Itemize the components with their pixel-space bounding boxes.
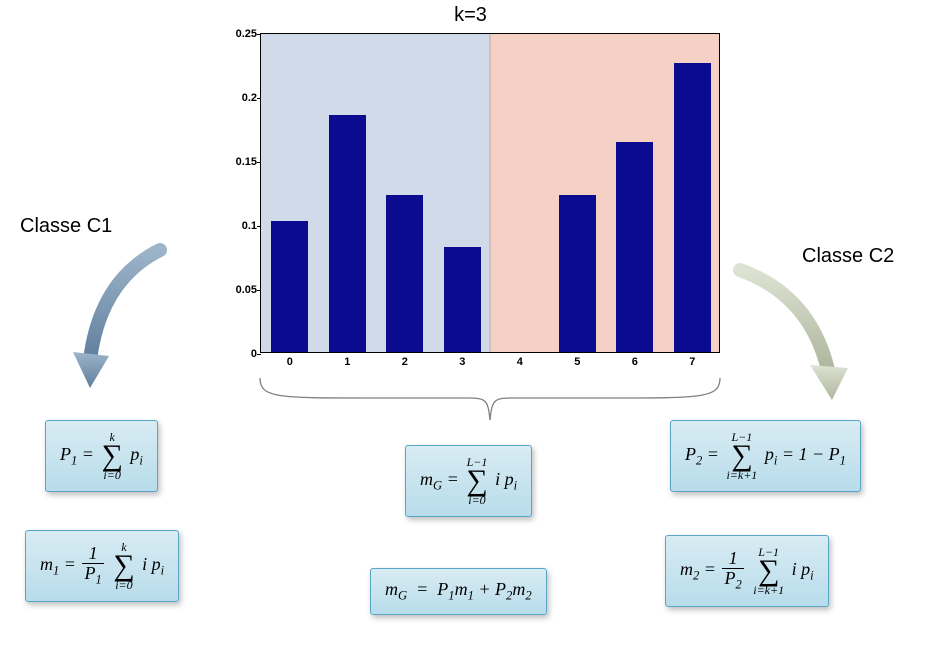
bar xyxy=(444,247,481,352)
xtick-label: 6 xyxy=(632,352,638,368)
xtick-label: 0 xyxy=(287,352,293,368)
formula-mg-decomp: mG = P1m1 + P2m2 xyxy=(370,568,547,615)
xtick-label: 5 xyxy=(574,352,580,368)
threshold-title: k=3 xyxy=(454,4,487,27)
brace-icon xyxy=(258,376,722,448)
formula-p1: P1 = k∑i=0 pi xyxy=(45,420,158,492)
bar xyxy=(616,142,653,352)
formula-p2: P2 = L−1∑i=k+1 pi = 1 − P1 xyxy=(670,420,861,492)
bar xyxy=(329,115,366,352)
xtick-label: 1 xyxy=(344,352,350,368)
class-c1-label: Classe C1 xyxy=(20,215,112,238)
histogram-chart: 0123456700.050.10.150.20.25 xyxy=(210,28,730,388)
arrow-right-icon xyxy=(720,260,880,420)
xtick-label: 2 xyxy=(402,352,408,368)
bar xyxy=(386,195,423,352)
formula-m2: m2 = 1P2 L−1∑i=k+1 i pi xyxy=(665,535,829,607)
xtick-label: 3 xyxy=(459,352,465,368)
bar xyxy=(674,63,711,352)
arrow-left-icon xyxy=(40,240,180,400)
bar xyxy=(559,195,596,352)
xtick-label: 7 xyxy=(689,352,695,368)
formula-m1: m1 = 1P1 k∑i=0 i pi xyxy=(25,530,179,602)
bar xyxy=(271,221,308,352)
xtick-label: 4 xyxy=(517,352,523,368)
formula-mg-sum: mG = L−1∑i=0 i pi xyxy=(405,445,532,517)
